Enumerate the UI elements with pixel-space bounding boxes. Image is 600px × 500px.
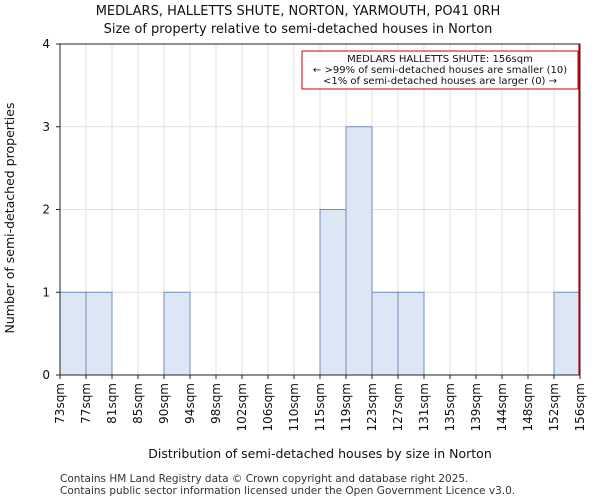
y-axis-ticks: 0 1 2 3 4 — [42, 37, 60, 382]
bar-127sqm — [397, 291, 425, 376]
x-tick-label: 135sqm — [443, 383, 457, 431]
bar-73sqm — [59, 291, 87, 376]
x-tick-label: 123sqm — [365, 383, 379, 431]
y-tick-label: 3 — [42, 120, 50, 134]
x-tick-label: 144sqm — [495, 383, 509, 431]
x-tick-label: 94sqm — [183, 383, 197, 424]
x-tick-label: 156sqm — [573, 383, 587, 431]
x-tick-label: 77sqm — [79, 383, 93, 424]
bar-90sqm — [163, 291, 191, 376]
x-tick-label: 110sqm — [287, 383, 301, 431]
x-tick-label: 102sqm — [235, 383, 249, 431]
annotation-line1: MEDLARS HALLETTS SHUTE: 156sqm — [347, 54, 533, 65]
bar-123sqm — [371, 291, 399, 376]
annotation-line3: <1% of semi-detached houses are larger (… — [323, 76, 557, 87]
x-tick-label: 131sqm — [417, 383, 431, 431]
annotation-box: MEDLARS HALLETTS SHUTE: 156sqm ← >99% of… — [301, 50, 579, 90]
chart-subtitle: Size of property relative to semi-detach… — [104, 22, 493, 37]
x-tick-label: 73sqm — [53, 383, 67, 424]
annotation-frame — [301, 50, 579, 90]
x-tick-label: 119sqm — [339, 383, 353, 431]
footer-copyright: Contains HM Land Registry data © Crown c… — [60, 473, 469, 485]
x-tick-label: 148sqm — [521, 383, 535, 431]
x-tick-label: 90sqm — [157, 383, 171, 424]
chart-title: MEDLARS, HALLETTS SHUTE, NORTON, YARMOUT… — [96, 4, 501, 19]
x-axis-ticks: 73sqm 77sqm 81sqm 85sqm 90sqm 94sqm 98sqm 102sq… — [53, 375, 587, 431]
annotation-line2: ← >99% of semi-detached houses are small… — [313, 65, 567, 76]
x-tick-label: 127sqm — [391, 383, 405, 431]
y-tick-label: 4 — [42, 37, 50, 51]
x-tick-label: 81sqm — [105, 383, 119, 424]
bar-115sqm — [319, 209, 347, 376]
x-tick-label: 106sqm — [261, 383, 275, 431]
x-tick-label: 85sqm — [131, 383, 145, 424]
x-tick-label: 139sqm — [469, 383, 483, 431]
y-tick-label: 1 — [42, 285, 50, 299]
x-axis-label: Distribution of semi-detached houses by … — [148, 446, 492, 461]
y-tick-label: 0 — [42, 368, 50, 382]
bar-119sqm — [345, 126, 373, 376]
bar-77sqm — [85, 291, 113, 376]
footer-licence: Contains public sector information licen… — [60, 485, 516, 497]
bars — [59, 126, 581, 376]
y-axis-label: Number of semi-detached properties — [2, 103, 17, 334]
x-tick-label: 115sqm — [313, 383, 327, 431]
y-tick-label: 2 — [42, 203, 50, 217]
x-tick-label: 152sqm — [547, 383, 561, 431]
x-tick-label: 98sqm — [209, 383, 223, 424]
bar-152sqm — [553, 291, 581, 376]
